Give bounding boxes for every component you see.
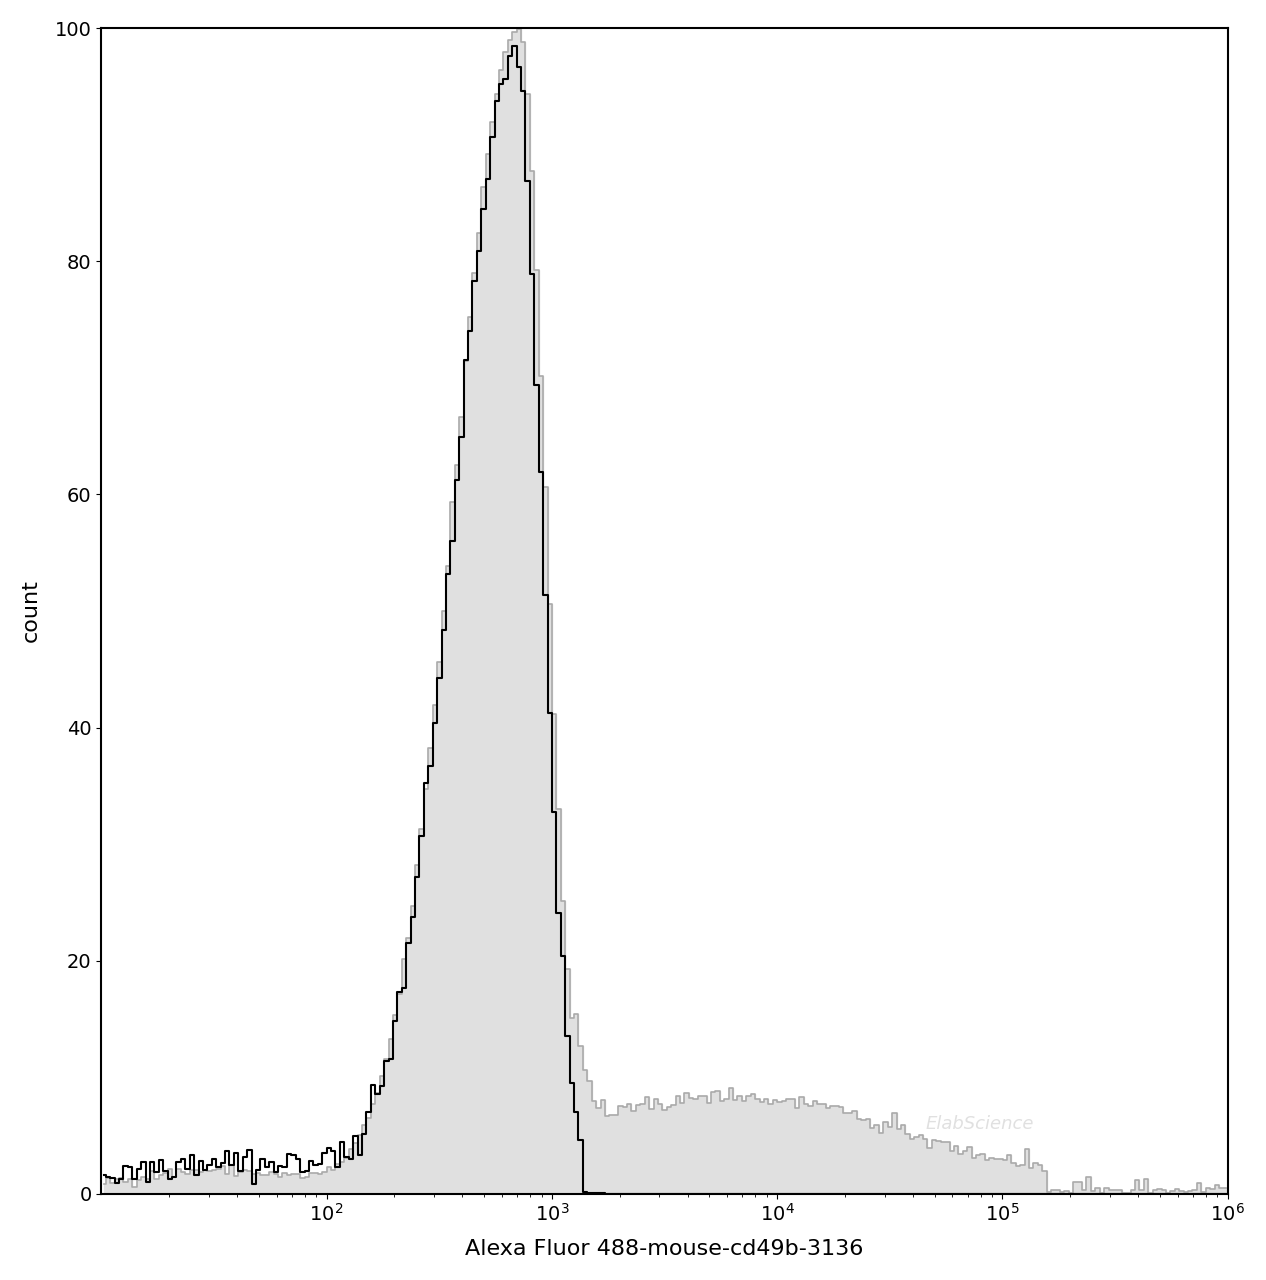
Y-axis label: count: count — [20, 580, 41, 643]
Text: ElabScience: ElabScience — [925, 1115, 1034, 1133]
X-axis label: Alexa Fluor 488-mouse-cd49b-3136: Alexa Fluor 488-mouse-cd49b-3136 — [466, 1239, 863, 1260]
